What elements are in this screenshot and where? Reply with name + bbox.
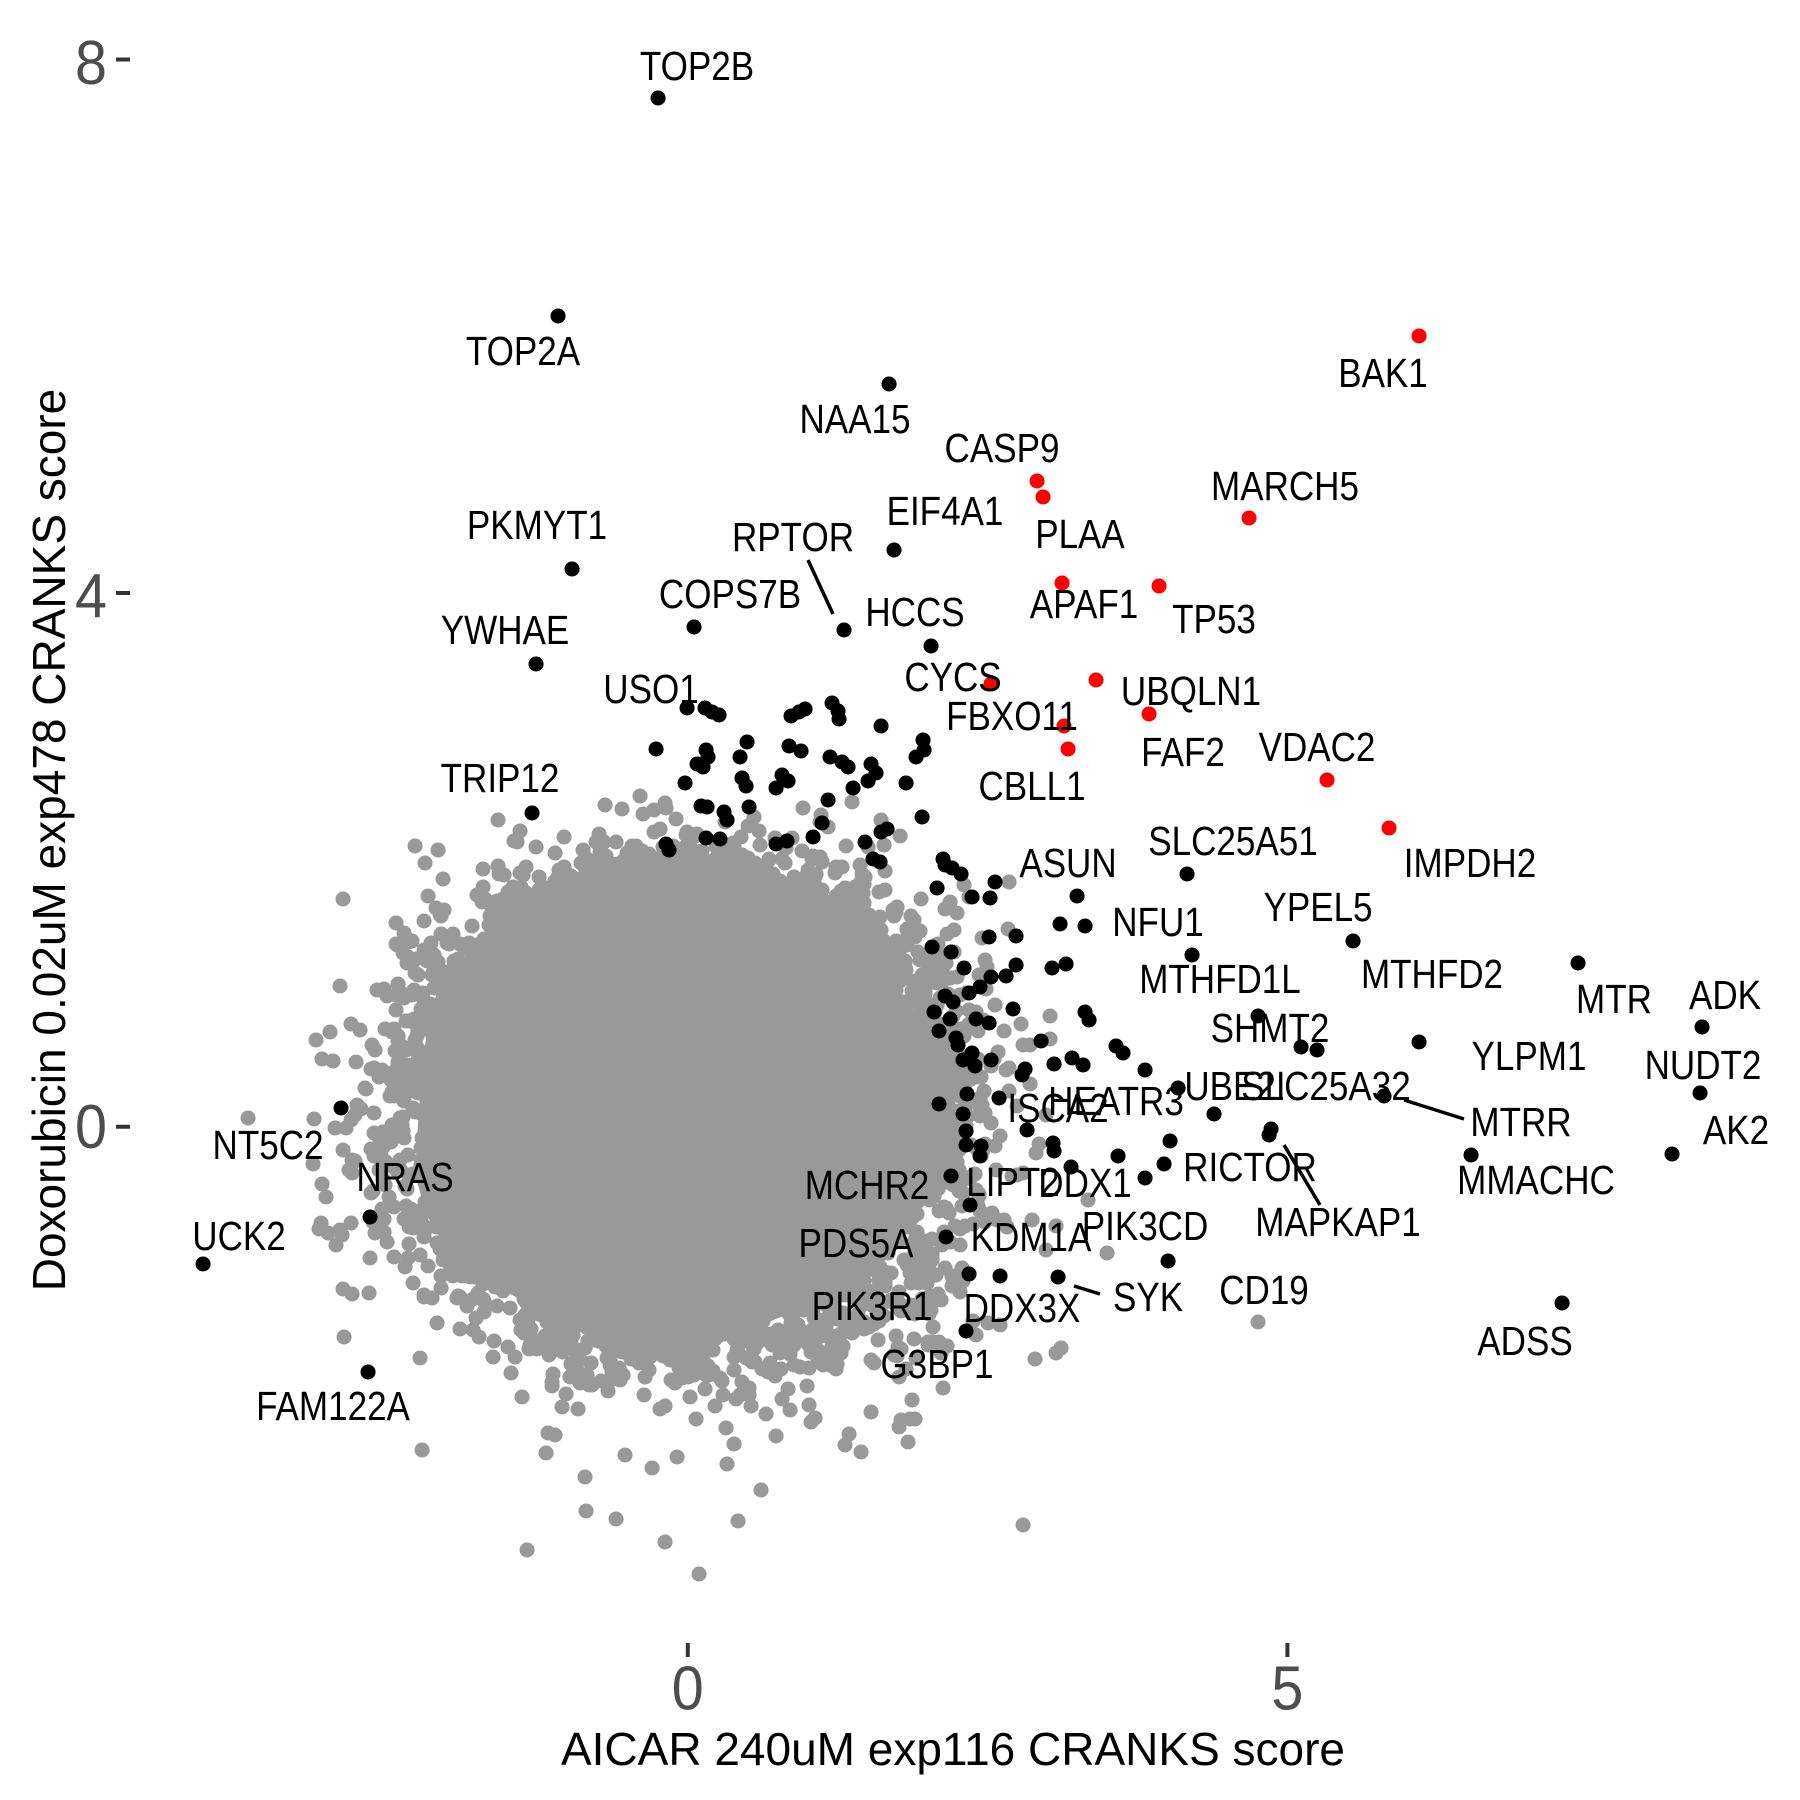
svg-text:TP53: TP53 [1172,596,1256,642]
svg-text:HEATR3: HEATR3 [1048,1078,1184,1124]
svg-text:UCK2: UCK2 [192,1213,285,1259]
svg-text:DDX3X: DDX3X [964,1285,1081,1331]
svg-text:SLC25A32: SLC25A32 [1241,1063,1410,1109]
svg-text:ADSS: ADSS [1477,1318,1572,1364]
svg-text:UBQLN1: UBQLN1 [1121,668,1261,714]
svg-text:NRAS: NRAS [356,1154,453,1200]
svg-text:5: 5 [1271,1653,1303,1723]
svg-text:NFU1: NFU1 [1112,899,1204,945]
svg-text:IMPDH2: IMPDH2 [1404,840,1536,886]
svg-text:SLC25A51: SLC25A51 [1148,818,1317,864]
svg-text:VDAC2: VDAC2 [1259,724,1376,770]
svg-text:G3BP1: G3BP1 [881,1341,994,1387]
svg-text:MCHR2: MCHR2 [805,1162,930,1208]
svg-text:YWHAE: YWHAE [441,607,569,653]
svg-text:RICTOR: RICTOR [1183,1144,1317,1190]
svg-text:APAF1: APAF1 [1030,581,1138,627]
svg-text:RPTOR: RPTOR [732,514,854,560]
svg-text:CBLL1: CBLL1 [978,763,1085,809]
svg-text:MTR: MTR [1576,976,1652,1022]
svg-text:AICAR 240uM exp116 CRANKS scor: AICAR 240uM exp116 CRANKS score [561,1723,1345,1775]
svg-text:0: 0 [75,1092,107,1162]
svg-text:EIF4A1: EIF4A1 [887,488,1004,534]
svg-text:TOP2A: TOP2A [466,328,581,374]
svg-text:MAPKAP1: MAPKAP1 [1255,1199,1421,1245]
svg-text:NT5C2: NT5C2 [213,1122,324,1168]
svg-text:CYCS: CYCS [904,654,1001,700]
svg-text:SYK: SYK [1113,1274,1183,1320]
svg-text:SHMT2: SHMT2 [1211,1005,1330,1051]
svg-text:MARCH5: MARCH5 [1211,463,1359,509]
svg-text:BAK1: BAK1 [1338,350,1428,396]
svg-text:PIK3R1: PIK3R1 [812,1283,933,1329]
svg-text:HCCS: HCCS [865,589,964,635]
svg-text:TOP2B: TOP2B [640,43,754,89]
svg-text:Doxorubicin 0.02uM exp478 CRAN: Doxorubicin 0.02uM exp478 CRANKS score [23,389,75,1292]
svg-text:8: 8 [75,28,107,98]
svg-text:FAF2: FAF2 [1141,729,1225,775]
svg-text:COPS7B: COPS7B [659,571,801,617]
svg-text:ISCA2: ISCA2 [1007,1085,1108,1131]
svg-text:PDS5A: PDS5A [799,1220,914,1266]
svg-text:PIK3CD: PIK3CD [1082,1203,1209,1249]
svg-text:MTHFD1L: MTHFD1L [1139,956,1301,1002]
svg-text:MMACHC: MMACHC [1457,1157,1615,1203]
svg-text:MTRR: MTRR [1470,1099,1571,1145]
svg-text:FAM122A: FAM122A [256,1383,410,1429]
svg-text:4: 4 [75,561,107,631]
svg-text:NAA15: NAA15 [799,396,910,442]
svg-text:YPEL5: YPEL5 [1263,884,1372,930]
svg-text:ADK: ADK [1689,972,1761,1018]
svg-text:ASUN: ASUN [1019,840,1116,886]
svg-text:KDM1A: KDM1A [971,1214,1092,1260]
svg-text:FBXO11: FBXO11 [946,693,1078,739]
svg-text:YLPM1: YLPM1 [1472,1033,1587,1079]
svg-text:DDX1: DDX1 [1038,1160,1131,1206]
svg-text:PKMYT1: PKMYT1 [467,502,607,548]
svg-text:MTHFD2: MTHFD2 [1361,951,1503,997]
svg-text:CD19: CD19 [1219,1267,1309,1313]
svg-text:CASP9: CASP9 [945,425,1060,471]
svg-text:LIPT2: LIPT2 [966,1159,1059,1205]
svg-text:USO1: USO1 [603,666,698,712]
svg-text:AK2: AK2 [1703,1107,1769,1153]
svg-text:PLAA: PLAA [1035,511,1125,557]
svg-text:0: 0 [672,1653,704,1723]
svg-text:TRIP12: TRIP12 [441,755,560,801]
svg-text:UBE2I: UBE2I [1184,1063,1285,1109]
svg-text:NUDT2: NUDT2 [1645,1042,1762,1088]
